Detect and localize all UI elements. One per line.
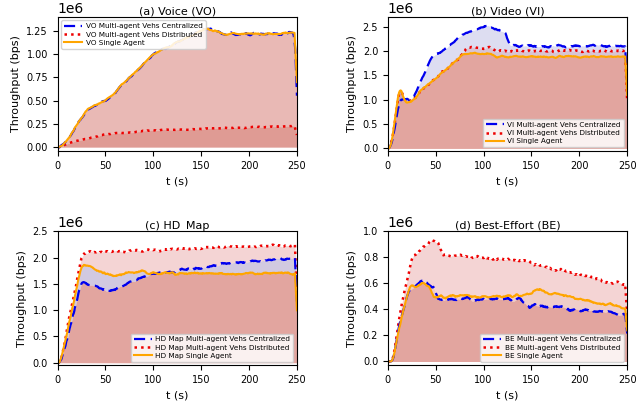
X-axis label: t (s): t (s) [497, 176, 519, 186]
Y-axis label: Throughput (bps): Throughput (bps) [348, 250, 357, 347]
Legend: VI Multi-agent Vehs Centralized, VI Multi-agent Vehs Distributed, VI Single Agen: VI Multi-agent Vehs Centralized, VI Mult… [483, 119, 623, 147]
Title: (c) HD_Map: (c) HD_Map [145, 220, 209, 231]
Y-axis label: Throughput (bps): Throughput (bps) [347, 35, 357, 132]
Title: (d) Best-Effort (BE): (d) Best-Effort (BE) [455, 220, 561, 231]
Legend: VO Multi-agent Vehs Centralized, VO Multi-agent Vehs Distributed, VO Single Agen: VO Multi-agent Vehs Centralized, VO Mult… [61, 21, 205, 49]
Legend: BE Multi-agent Vehs Centralized, BE Multi-agent Vehs Distributed, BE Single Agen: BE Multi-agent Vehs Centralized, BE Mult… [480, 333, 623, 362]
X-axis label: t (s): t (s) [166, 391, 188, 401]
Title: (a) Voice (VO): (a) Voice (VO) [139, 6, 216, 16]
Legend: HD Map Multi-agent Vehs Centralized, HD Map Multi-agent Vehs Distributed, HD Map: HD Map Multi-agent Vehs Centralized, HD … [131, 333, 293, 362]
Title: (b) Video (VI): (b) Video (VI) [471, 6, 545, 16]
Y-axis label: Throughput (bps): Throughput (bps) [11, 35, 20, 132]
X-axis label: t (s): t (s) [497, 391, 519, 401]
X-axis label: t (s): t (s) [166, 176, 188, 186]
Y-axis label: Throughput (bps): Throughput (bps) [17, 250, 27, 347]
